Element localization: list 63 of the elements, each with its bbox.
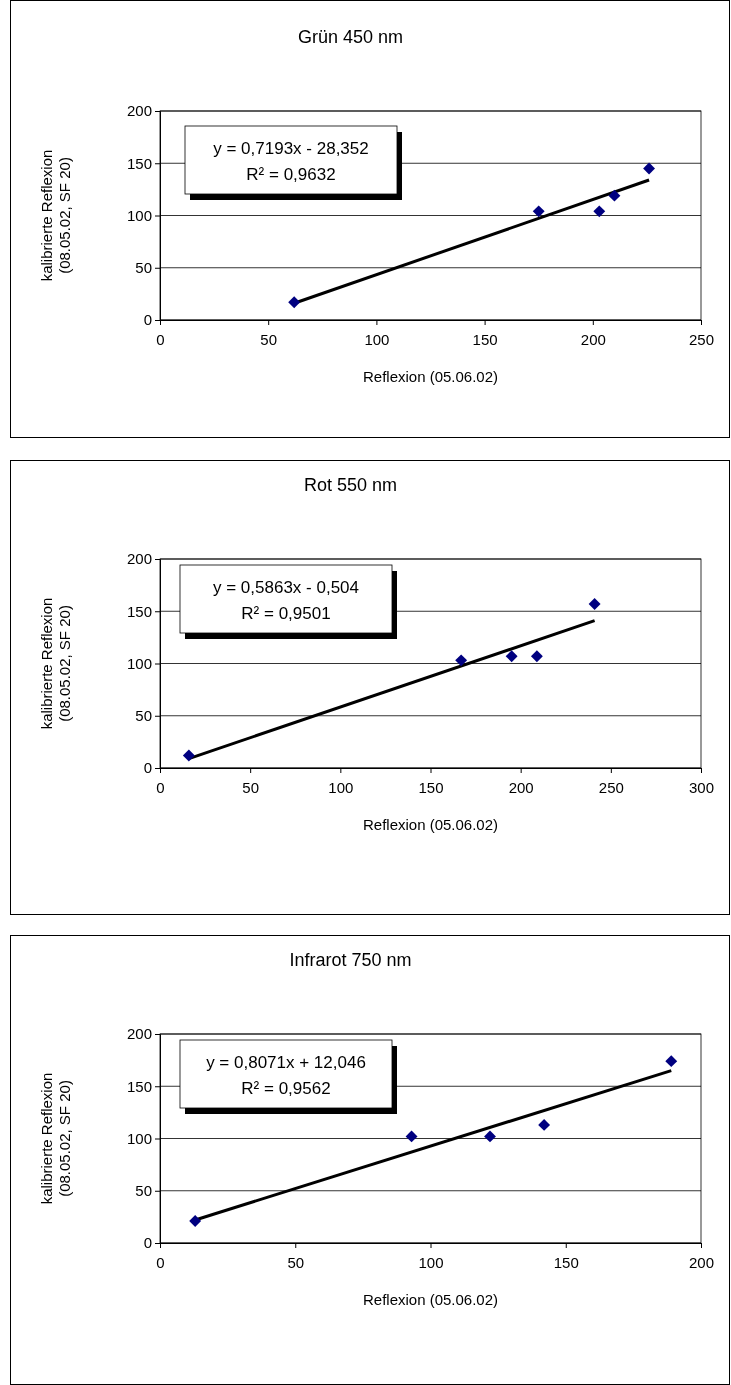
- point: [532, 205, 545, 218]
- point: [538, 1118, 551, 1131]
- x-tick-label: 150: [472, 330, 498, 348]
- y-tick-label: 0: [143, 311, 152, 329]
- point: [189, 1215, 202, 1227]
- y-axis-title: kalibrierte Reflexion (08.05.02, SF 20): [38, 1072, 73, 1205]
- annotation: y = 0,5863x - 0,504: [212, 578, 360, 597]
- y-tick-label: 50: [135, 707, 152, 725]
- y-axis-title: kalibrierte Reflexion (08.05.02, SF 20): [38, 597, 73, 730]
- point: [484, 1130, 496, 1143]
- point: [288, 296, 301, 309]
- y-tick-label: 150: [126, 154, 152, 172]
- point: [593, 205, 606, 218]
- x-tick-label: 100: [364, 330, 390, 348]
- x-tick-label: 100: [418, 1253, 444, 1271]
- y-tick-label: 0: [143, 759, 152, 777]
- chart-title: Grün 450 nm: [297, 27, 404, 47]
- y-tick-label: 200: [126, 550, 152, 568]
- x-tick-label: 0: [156, 330, 165, 348]
- y-tick-label: 200: [126, 1025, 152, 1043]
- point: [608, 189, 621, 202]
- y-tick-label: 200: [126, 102, 152, 120]
- annotation: R² = 0,9501: [241, 604, 331, 623]
- x-axis-title: Reflexion (05.06.02): [362, 1291, 499, 1308]
- y-tick-label: 50: [135, 1182, 152, 1200]
- chart-title: Infrarot 750 nm: [289, 950, 412, 970]
- point: [182, 749, 195, 762]
- x-tick-label: 300: [688, 778, 715, 796]
- y-tick-label: 150: [126, 1077, 152, 1095]
- annotation: y = 0,8071x + 12,046: [206, 1053, 366, 1072]
- x-tick-label: 250: [688, 330, 715, 348]
- point: [665, 1055, 678, 1068]
- point: [643, 162, 656, 175]
- x-tick-label: 200: [688, 1253, 715, 1271]
- chart-title: Rot 550 nm: [303, 475, 398, 495]
- point: [505, 650, 518, 663]
- x-tick-label: 50: [287, 1253, 305, 1271]
- x-axis-title: Reflexion (05.06.02): [362, 368, 499, 385]
- annotation: y = 0,7193x - 28,352: [213, 139, 369, 158]
- annotation: R² = 0,9632: [246, 165, 336, 184]
- point: [405, 1130, 418, 1143]
- x-tick-label: 200: [508, 778, 534, 796]
- y-tick-label: 0: [143, 1234, 152, 1252]
- x-tick-label: 250: [598, 778, 624, 796]
- annotation: R² = 0,9562: [241, 1079, 331, 1098]
- x-tick-label: 50: [242, 778, 260, 796]
- y-tick-label: 50: [135, 259, 152, 277]
- point: [530, 650, 543, 663]
- x-tick-label: 150: [553, 1253, 579, 1271]
- y-axis-title: kalibrierte Reflexion (08.05.02, SF 20): [38, 149, 73, 282]
- x-tick-label: 100: [328, 778, 354, 796]
- y-tick-label: 100: [126, 654, 152, 672]
- x-tick-label: 0: [156, 1253, 165, 1271]
- y-tick-label: 150: [126, 602, 152, 620]
- x-axis-title: Reflexion (05.06.02): [362, 816, 499, 833]
- point: [455, 654, 468, 667]
- x-tick-label: 150: [418, 778, 444, 796]
- y-tick-label: 100: [126, 1129, 152, 1147]
- x-tick-label: 200: [580, 330, 606, 348]
- y-tick-label: 100: [126, 206, 152, 224]
- point: [588, 597, 601, 610]
- x-tick-label: 50: [260, 330, 278, 348]
- x-tick-label: 0: [156, 778, 165, 796]
